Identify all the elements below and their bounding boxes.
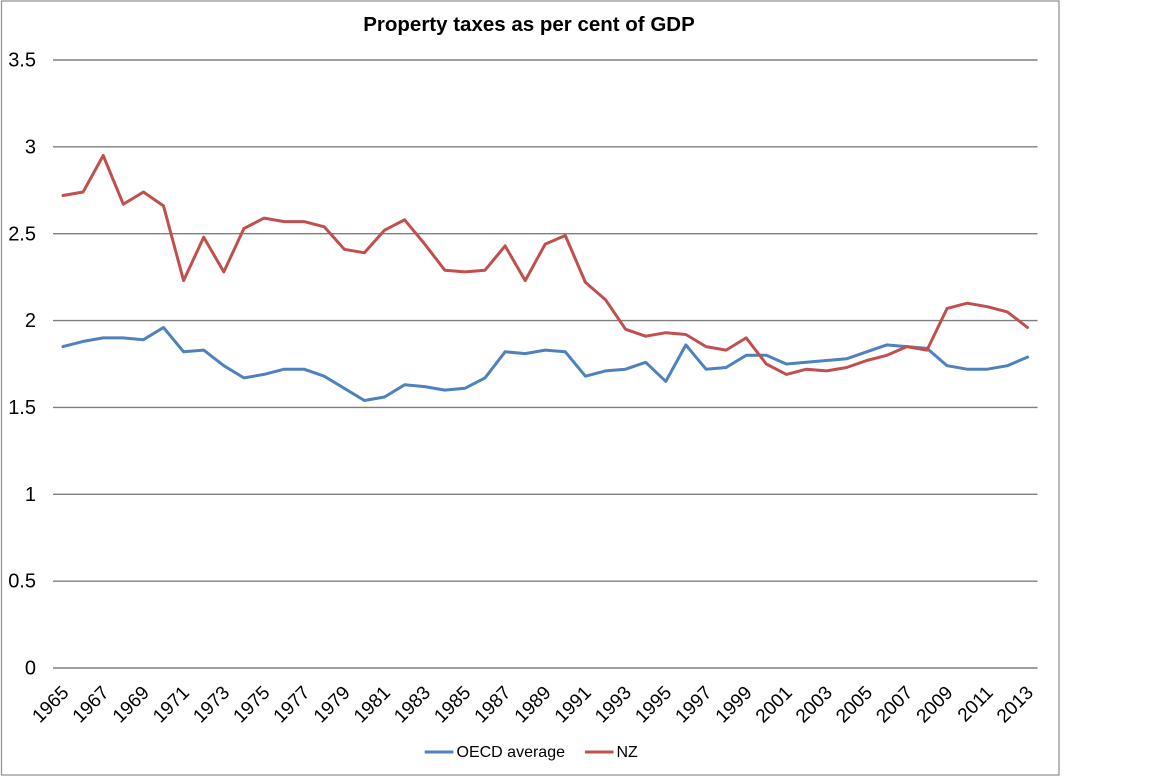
svg-text:2005: 2005 xyxy=(832,682,877,727)
svg-text:1967: 1967 xyxy=(69,682,114,727)
svg-text:1977: 1977 xyxy=(270,682,315,727)
svg-text:1965: 1965 xyxy=(29,682,74,727)
svg-text:Property taxes as per cent of: Property taxes as per cent of GDP xyxy=(363,13,695,36)
svg-text:OECD average: OECD average xyxy=(457,744,566,761)
svg-text:2009: 2009 xyxy=(913,682,958,727)
svg-text:1971: 1971 xyxy=(149,682,194,727)
svg-text:2.5: 2.5 xyxy=(8,223,36,245)
svg-text:0: 0 xyxy=(25,658,36,680)
svg-text:2007: 2007 xyxy=(872,682,917,727)
svg-text:2011: 2011 xyxy=(954,682,998,726)
svg-text:1995: 1995 xyxy=(631,682,676,727)
svg-text:0.5: 0.5 xyxy=(8,571,36,593)
svg-text:NZ: NZ xyxy=(617,744,639,761)
svg-text:1993: 1993 xyxy=(591,682,636,727)
svg-text:3: 3 xyxy=(25,136,36,158)
svg-text:3.5: 3.5 xyxy=(8,50,36,72)
svg-text:2001: 2001 xyxy=(752,682,797,727)
svg-text:1973: 1973 xyxy=(189,682,234,727)
svg-text:1979: 1979 xyxy=(310,682,355,727)
svg-text:1975: 1975 xyxy=(230,682,275,727)
svg-text:1969: 1969 xyxy=(109,682,154,727)
svg-text:1985: 1985 xyxy=(430,682,475,727)
svg-text:2003: 2003 xyxy=(792,682,837,727)
svg-text:1983: 1983 xyxy=(390,682,435,727)
svg-text:1991: 1991 xyxy=(551,682,596,727)
svg-text:1.5: 1.5 xyxy=(8,397,36,419)
svg-text:1987: 1987 xyxy=(471,682,516,727)
svg-text:1981: 1981 xyxy=(350,682,395,727)
svg-text:1: 1 xyxy=(25,484,36,506)
svg-text:1989: 1989 xyxy=(511,682,556,727)
svg-text:2: 2 xyxy=(25,310,36,332)
svg-text:1997: 1997 xyxy=(672,682,717,727)
svg-text:2013: 2013 xyxy=(993,682,1038,727)
svg-text:1999: 1999 xyxy=(712,682,757,727)
